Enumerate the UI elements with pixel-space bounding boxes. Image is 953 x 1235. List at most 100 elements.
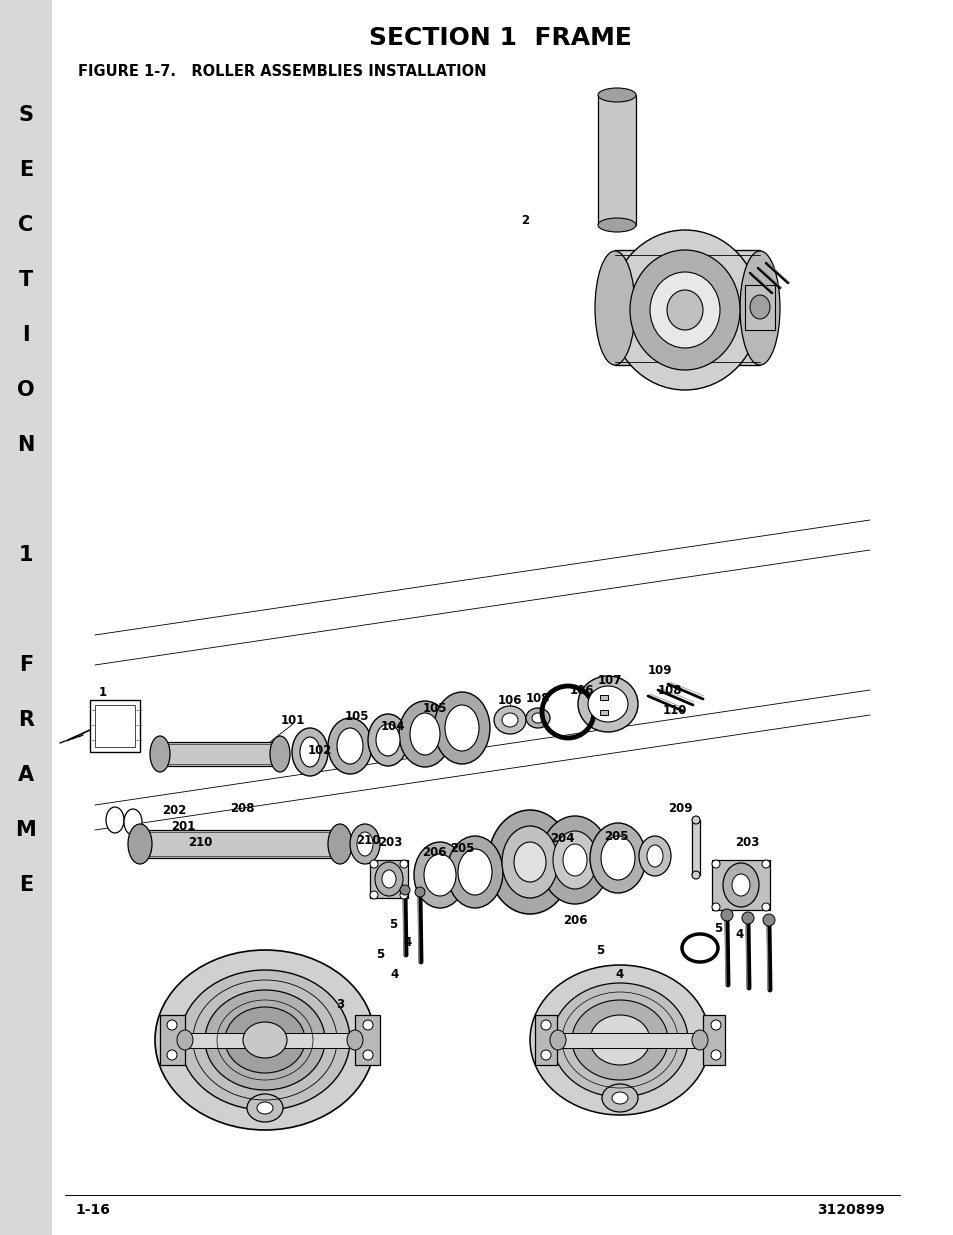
Ellipse shape <box>711 860 720 868</box>
Ellipse shape <box>598 219 636 232</box>
Ellipse shape <box>410 713 439 755</box>
Text: E: E <box>19 876 33 895</box>
Text: 1: 1 <box>19 545 33 564</box>
Ellipse shape <box>710 1020 720 1030</box>
Ellipse shape <box>646 845 662 867</box>
Ellipse shape <box>205 990 325 1091</box>
Ellipse shape <box>292 727 328 776</box>
Ellipse shape <box>562 844 586 876</box>
Text: M: M <box>15 820 36 840</box>
Ellipse shape <box>572 1000 667 1079</box>
Ellipse shape <box>587 685 627 722</box>
Text: 104: 104 <box>380 720 405 732</box>
Ellipse shape <box>399 890 408 899</box>
Text: A: A <box>18 764 34 785</box>
Ellipse shape <box>444 705 478 751</box>
Ellipse shape <box>762 914 774 926</box>
Text: S: S <box>18 105 33 125</box>
Text: R: R <box>18 710 34 730</box>
Ellipse shape <box>347 1030 363 1050</box>
Ellipse shape <box>167 1050 177 1060</box>
Ellipse shape <box>722 863 759 906</box>
Bar <box>711 860 769 910</box>
Text: N: N <box>17 435 34 454</box>
Text: 106: 106 <box>497 694 521 706</box>
Ellipse shape <box>299 737 319 767</box>
Ellipse shape <box>243 1023 287 1058</box>
Text: I: I <box>22 325 30 345</box>
Bar <box>140 830 339 858</box>
Ellipse shape <box>328 824 352 864</box>
Ellipse shape <box>731 874 749 897</box>
Ellipse shape <box>761 860 769 868</box>
Ellipse shape <box>639 836 670 876</box>
Ellipse shape <box>589 1015 649 1065</box>
Text: 5: 5 <box>596 944 603 956</box>
Text: 210: 210 <box>188 836 212 850</box>
Ellipse shape <box>629 249 740 370</box>
Ellipse shape <box>691 1030 707 1050</box>
Text: 5: 5 <box>389 919 396 931</box>
Ellipse shape <box>501 713 517 727</box>
Bar <box>744 285 774 330</box>
Text: 105: 105 <box>344 709 369 722</box>
Text: 107: 107 <box>598 673 621 687</box>
Ellipse shape <box>457 848 492 895</box>
Ellipse shape <box>609 230 760 390</box>
Ellipse shape <box>550 1030 565 1050</box>
Ellipse shape <box>336 727 363 764</box>
Text: 1-16: 1-16 <box>75 1203 110 1216</box>
Ellipse shape <box>356 832 373 856</box>
Ellipse shape <box>711 903 720 911</box>
Text: 102: 102 <box>308 743 332 757</box>
Ellipse shape <box>540 1050 551 1060</box>
Ellipse shape <box>589 823 645 893</box>
Bar <box>160 1015 185 1065</box>
Bar <box>160 742 280 766</box>
Ellipse shape <box>601 1084 638 1112</box>
Ellipse shape <box>691 816 700 824</box>
Bar <box>95 705 135 747</box>
Ellipse shape <box>399 885 410 895</box>
Ellipse shape <box>328 718 372 774</box>
Ellipse shape <box>381 869 395 888</box>
Ellipse shape <box>532 713 543 722</box>
Text: 106: 106 <box>569 683 594 697</box>
Ellipse shape <box>370 890 377 899</box>
Bar <box>615 249 760 366</box>
Text: 209: 209 <box>667 802 692 815</box>
Text: 201: 201 <box>171 820 195 832</box>
Text: 206: 206 <box>562 914 587 926</box>
Ellipse shape <box>375 862 402 897</box>
Ellipse shape <box>494 706 525 734</box>
Text: 101: 101 <box>280 714 305 726</box>
Bar <box>691 820 700 876</box>
Bar <box>599 695 607 700</box>
Bar <box>535 1015 557 1065</box>
Ellipse shape <box>370 860 377 868</box>
Text: 1: 1 <box>99 687 107 699</box>
Text: O: O <box>17 380 34 400</box>
Text: 109: 109 <box>647 663 672 677</box>
Ellipse shape <box>488 810 572 914</box>
Text: 5: 5 <box>713 921 721 935</box>
Text: 206: 206 <box>421 846 446 858</box>
Ellipse shape <box>553 831 597 889</box>
Ellipse shape <box>350 824 379 864</box>
Ellipse shape <box>415 887 424 897</box>
Ellipse shape <box>598 88 636 103</box>
Ellipse shape <box>741 911 753 924</box>
Text: 202: 202 <box>162 804 186 816</box>
Text: 205: 205 <box>449 841 474 855</box>
Ellipse shape <box>167 1020 177 1030</box>
Ellipse shape <box>247 1094 283 1123</box>
Ellipse shape <box>124 809 142 835</box>
Text: 210: 210 <box>355 834 380 846</box>
Text: 108: 108 <box>657 683 681 697</box>
Text: F: F <box>19 655 33 676</box>
Text: 4: 4 <box>735 929 743 941</box>
Bar <box>185 1032 355 1049</box>
Text: C: C <box>18 215 33 235</box>
Ellipse shape <box>398 701 451 767</box>
Text: 105: 105 <box>422 701 447 715</box>
